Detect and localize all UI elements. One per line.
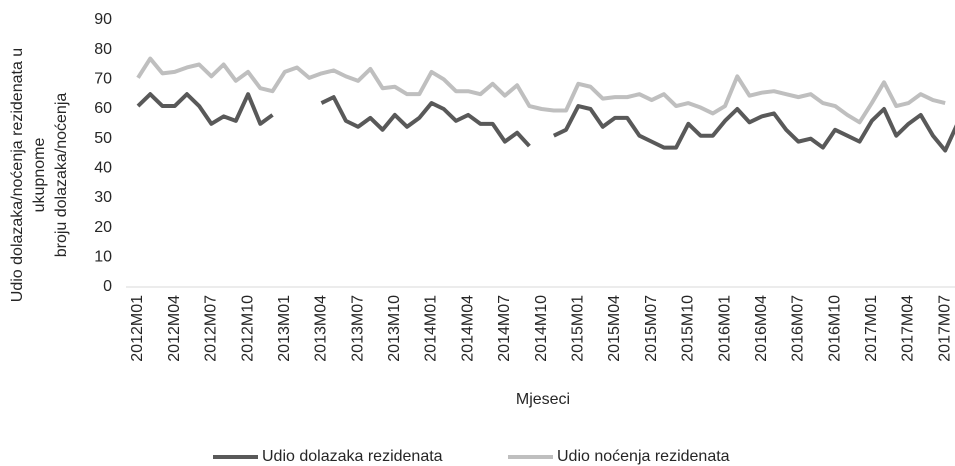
x-tick-label: 2016M04 bbox=[753, 295, 770, 362]
y-tick-label: 90 bbox=[94, 11, 112, 28]
y-axis-title: broju dolazaka/noćenja bbox=[53, 93, 70, 258]
y-tick-label: 80 bbox=[94, 41, 112, 58]
y-tick-label: 70 bbox=[94, 71, 112, 88]
x-tick-label: 2016M01 bbox=[716, 295, 733, 362]
legend-label: Udio noćenja rezidenata bbox=[557, 448, 730, 465]
data-line bbox=[136, 56, 946, 125]
x-tick-label: 2015M01 bbox=[569, 295, 586, 362]
y-tick-label: 40 bbox=[94, 160, 112, 177]
x-tick-label: 2013M01 bbox=[276, 295, 293, 362]
x-tick-label: 2015M07 bbox=[643, 295, 660, 362]
x-tick-label: 2012M01 bbox=[129, 295, 146, 362]
y-tick-label: 0 bbox=[103, 278, 112, 295]
x-tick-label: 2017M04 bbox=[900, 295, 917, 362]
x-tick-label: 2015M04 bbox=[606, 295, 623, 362]
y-tick-label: 30 bbox=[94, 189, 112, 206]
y-tick-label: 60 bbox=[94, 100, 112, 117]
data-line bbox=[136, 92, 955, 153]
x-tick-label: 2015M10 bbox=[680, 295, 697, 362]
y-tick-label: 10 bbox=[94, 249, 112, 266]
x-tick-label: 2013M10 bbox=[386, 295, 403, 362]
x-tick-label: 2014M01 bbox=[423, 295, 440, 362]
y-tick-label: 20 bbox=[94, 219, 112, 236]
legend-label: Udio dolazaka rezidenata bbox=[262, 448, 443, 465]
x-tick-label: 2014M10 bbox=[533, 295, 550, 362]
x-tick-label: 2013M07 bbox=[349, 295, 366, 362]
x-tick-label: 2016M07 bbox=[790, 295, 807, 362]
x-axis-title: Mjeseci bbox=[516, 391, 570, 408]
y-axis-title: Udio dolazaka/noćenja rezidenata u bbox=[9, 48, 26, 302]
y-axis-title: ukupnome bbox=[31, 138, 48, 213]
x-tick-label: 2014M04 bbox=[459, 295, 476, 362]
x-tick-label: 2013M04 bbox=[313, 295, 330, 362]
x-tick-label: 2017M01 bbox=[863, 295, 880, 362]
x-tick-label: 2014M07 bbox=[496, 295, 513, 362]
x-tick-label: 2017M07 bbox=[936, 295, 953, 362]
y-tick-label: 50 bbox=[94, 130, 112, 147]
x-tick-label: 2016M10 bbox=[826, 295, 843, 362]
x-tick-label: 2012M07 bbox=[203, 295, 220, 362]
x-tick-label: 2012M04 bbox=[166, 295, 183, 362]
x-tick-label: 2012M10 bbox=[239, 295, 256, 362]
